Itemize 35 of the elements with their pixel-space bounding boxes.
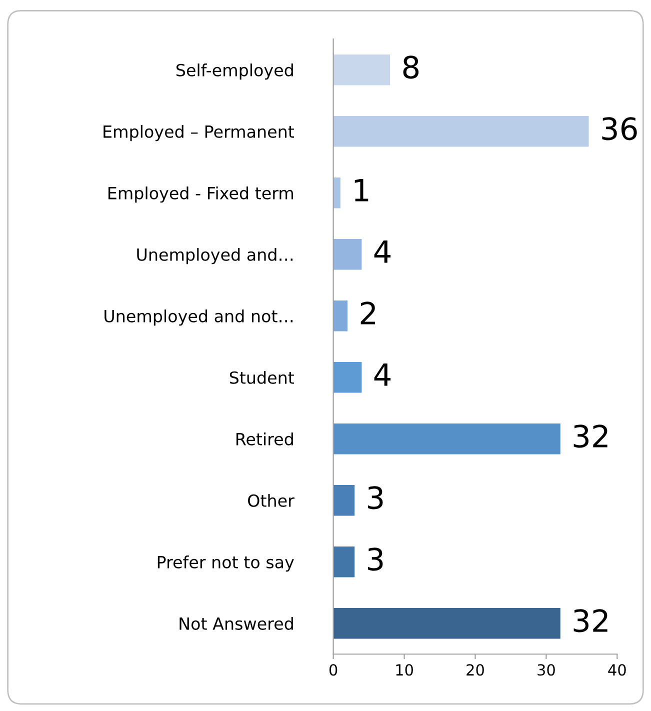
bar [333, 177, 340, 208]
data-label: 36 [602, 117, 637, 140]
data-label: 3 [368, 548, 383, 571]
bar [333, 54, 390, 86]
bar [333, 608, 560, 639]
y-tick-label: Other [248, 494, 294, 507]
bar [333, 362, 362, 393]
bar [333, 484, 355, 516]
y-tick-label: Not Answered [180, 617, 293, 630]
x-tick-label: 40 [608, 664, 626, 676]
data-label: 3 [368, 486, 383, 510]
data-label: 2 [360, 302, 375, 324]
data-label: 1 [354, 179, 368, 202]
y-tick-label: Unemployed and… [137, 248, 292, 264]
x-tick-label: 10 [396, 664, 413, 676]
x-tick-label: 0 [329, 664, 338, 676]
bar [333, 423, 560, 454]
y-tick-label: Unemployed and not… [104, 310, 292, 326]
bar [333, 300, 348, 332]
data-label: 8 [403, 56, 419, 79]
y-tick-label: Retired [236, 432, 293, 446]
data-label: 32 [574, 424, 608, 448]
y-tick-label: Prefer not to say [158, 556, 294, 572]
y-tick-label: Employed – Permanent [104, 125, 294, 142]
data-label: 4 [374, 240, 391, 263]
y-tick-label: Student [230, 371, 294, 384]
data-label: 4 [374, 364, 391, 386]
bar [333, 546, 355, 578]
x-tick-label: 30 [538, 664, 555, 676]
y-tick-label: Employed - Fixed term [108, 186, 294, 203]
bar [333, 238, 362, 270]
x-tick-label: 20 [466, 664, 484, 676]
y-tick-label: Self-employed [176, 64, 293, 80]
bar [333, 116, 589, 147]
data-label: 32 [574, 609, 608, 632]
